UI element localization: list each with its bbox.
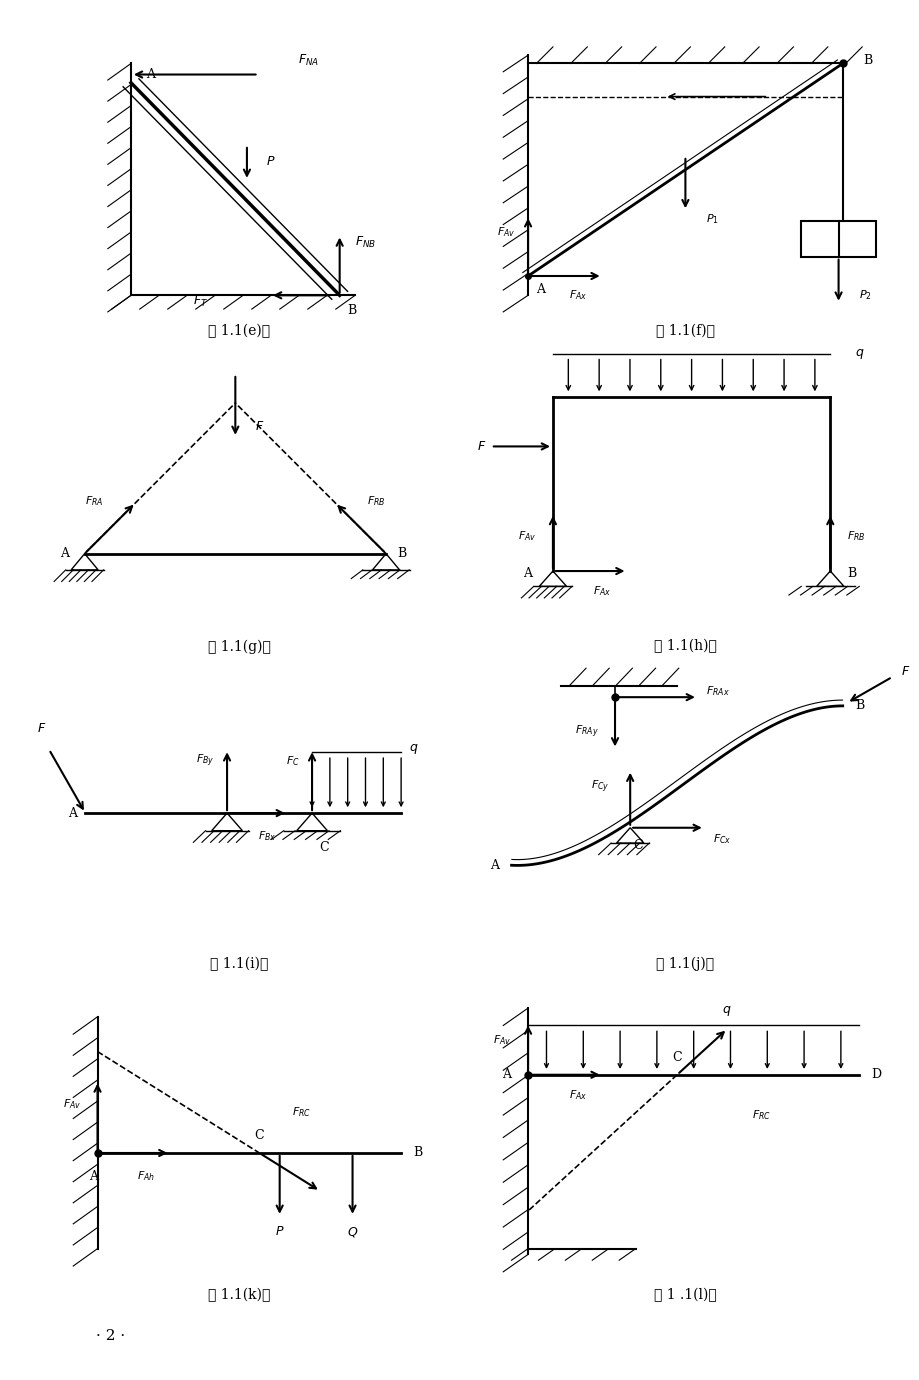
Text: $F_{RC}$: $F_{RC}$ (291, 1105, 311, 1119)
Text: $F_{Ax}$: $F_{Ax}$ (568, 288, 586, 302)
Text: 题 1.1(g)图: 题 1.1(g)图 (208, 639, 270, 654)
Text: $F_{RB}$: $F_{RB}$ (846, 530, 865, 544)
Text: $F_{RAx}$: $F_{RAx}$ (706, 684, 729, 698)
Text: $F_C$: $F_C$ (286, 753, 300, 767)
Text: D: D (871, 1068, 881, 1082)
Text: A: A (146, 68, 155, 81)
Text: $q$: $q$ (409, 742, 418, 756)
Text: $P_2$: $P_2$ (858, 288, 871, 302)
Text: $F_{NA}$: $F_{NA}$ (298, 54, 319, 68)
Text: C: C (672, 1050, 681, 1064)
Text: A: A (536, 283, 544, 297)
Text: $F_T$: $F_T$ (193, 294, 208, 309)
Text: $F_{RC}$: $F_{RC}$ (751, 1108, 770, 1122)
Text: $F_{NB}$: $F_{NB}$ (355, 235, 376, 250)
Text: $P$: $P$ (266, 155, 276, 168)
Text: C: C (319, 842, 329, 854)
Text: A: A (490, 858, 499, 872)
Text: C: C (633, 839, 642, 851)
Text: B: B (413, 1147, 422, 1159)
Text: $F_{RA}$: $F_{RA}$ (85, 494, 104, 508)
Text: 题 1.1(h)图: 题 1.1(h)图 (653, 639, 716, 654)
Text: $F_{Ax}$: $F_{Ax}$ (593, 585, 611, 598)
Text: $F_{Cy}$: $F_{Cy}$ (590, 778, 608, 795)
Text: A: A (60, 546, 69, 560)
Bar (800, 221, 875, 257)
Text: $F_{Ah}$: $F_{Ah}$ (137, 1169, 155, 1183)
Text: $F_{Av}$: $F_{Av}$ (496, 225, 516, 239)
Text: 题 1.1(e)图: 题 1.1(e)图 (208, 324, 270, 338)
Text: B: B (347, 304, 357, 316)
Text: 题 1.1(i)图: 题 1.1(i)图 (210, 956, 268, 972)
Text: $F_{Ax}$: $F_{Ax}$ (568, 1087, 586, 1101)
Text: $F_{Bx}$: $F_{Bx}$ (258, 829, 277, 843)
Text: $P_1$: $P_1$ (706, 213, 719, 226)
Text: A: A (89, 1170, 97, 1183)
Text: 题 1.1(j)图: 题 1.1(j)图 (655, 956, 714, 972)
Text: $Q$: $Q$ (346, 1225, 357, 1239)
Text: B: B (862, 54, 872, 68)
Text: A: A (523, 567, 531, 581)
Text: C: C (255, 1129, 264, 1143)
Text: $F_{Av}$: $F_{Av}$ (493, 1034, 511, 1047)
Text: B: B (397, 546, 406, 560)
Text: $F_{By}$: $F_{By}$ (197, 752, 215, 769)
Text: $q$: $q$ (855, 346, 864, 360)
Text: A: A (502, 1068, 511, 1082)
Text: A: A (68, 806, 77, 820)
Text: $F$: $F$ (37, 722, 46, 734)
Text: · 2 ·: · 2 · (96, 1329, 125, 1343)
Text: $F_{Av}$: $F_{Av}$ (62, 1097, 81, 1111)
Text: B: B (846, 567, 856, 581)
Text: $F_{RB}$: $F_{RB}$ (367, 494, 385, 508)
Text: $q$: $q$ (721, 1005, 731, 1018)
Text: $F$: $F$ (900, 665, 909, 678)
Text: 题 1.1(f)图: 题 1.1(f)图 (655, 324, 714, 338)
Text: B: B (855, 700, 864, 712)
Text: $F_{Cx}$: $F_{Cx}$ (712, 832, 731, 846)
Text: 题 1 .1(l)图: 题 1 .1(l)图 (653, 1288, 716, 1303)
Text: $F_{Av}$: $F_{Av}$ (517, 530, 536, 544)
Text: $F$: $F$ (477, 440, 486, 453)
Text: $F_{RAy}$: $F_{RAy}$ (574, 723, 598, 740)
Text: 题 1.1(k)图: 题 1.1(k)图 (208, 1288, 270, 1303)
Text: $P$: $P$ (275, 1225, 284, 1238)
Text: $F$: $F$ (255, 420, 264, 433)
